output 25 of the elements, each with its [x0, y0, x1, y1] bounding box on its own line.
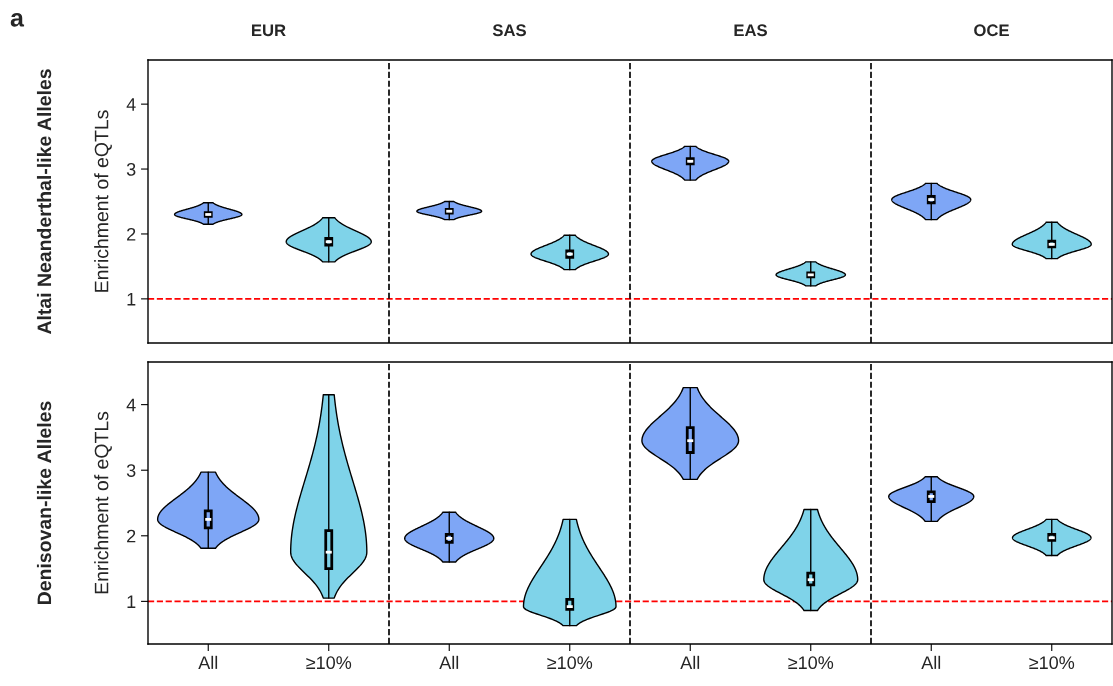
- y-tick-label: 4: [126, 398, 136, 412]
- y-tick-label: 2: [127, 227, 136, 241]
- text: a: [10, 13, 25, 27]
- text: SAS: [492, 24, 526, 37]
- y-tick-label: 3: [126, 464, 136, 477]
- y-axis-title: Enrichment of eQTLs: [94, 411, 112, 594]
- text: Denisovan-like Alleles: [36, 401, 52, 604]
- text: EUR: [252, 24, 286, 37]
- x-tick-label: ≥10%: [1029, 656, 1075, 670]
- x-tick-label: ≥10%: [788, 656, 834, 670]
- x-tick-label: All: [921, 655, 941, 669]
- x-tick-label: All: [680, 655, 700, 669]
- text: Altai Neanderthal-like Alleles: [36, 69, 52, 335]
- y-tick-label: 1: [127, 292, 136, 306]
- text: EAS: [734, 24, 767, 37]
- y-tick-label: 4: [126, 98, 136, 111]
- text: OCE: [974, 24, 1009, 37]
- x-tick-label: ≥10%: [306, 656, 352, 670]
- x-tick-label: All: [439, 655, 459, 669]
- y-tick-label: 2: [127, 529, 136, 543]
- y-axis-title: Enrichment of eQTLs: [94, 110, 112, 292]
- x-tick-label: ≥10%: [547, 656, 593, 670]
- x-tick-label: All: [198, 655, 218, 669]
- y-tick-label: 1: [127, 595, 136, 608]
- y-tick-label: 3: [126, 162, 136, 176]
